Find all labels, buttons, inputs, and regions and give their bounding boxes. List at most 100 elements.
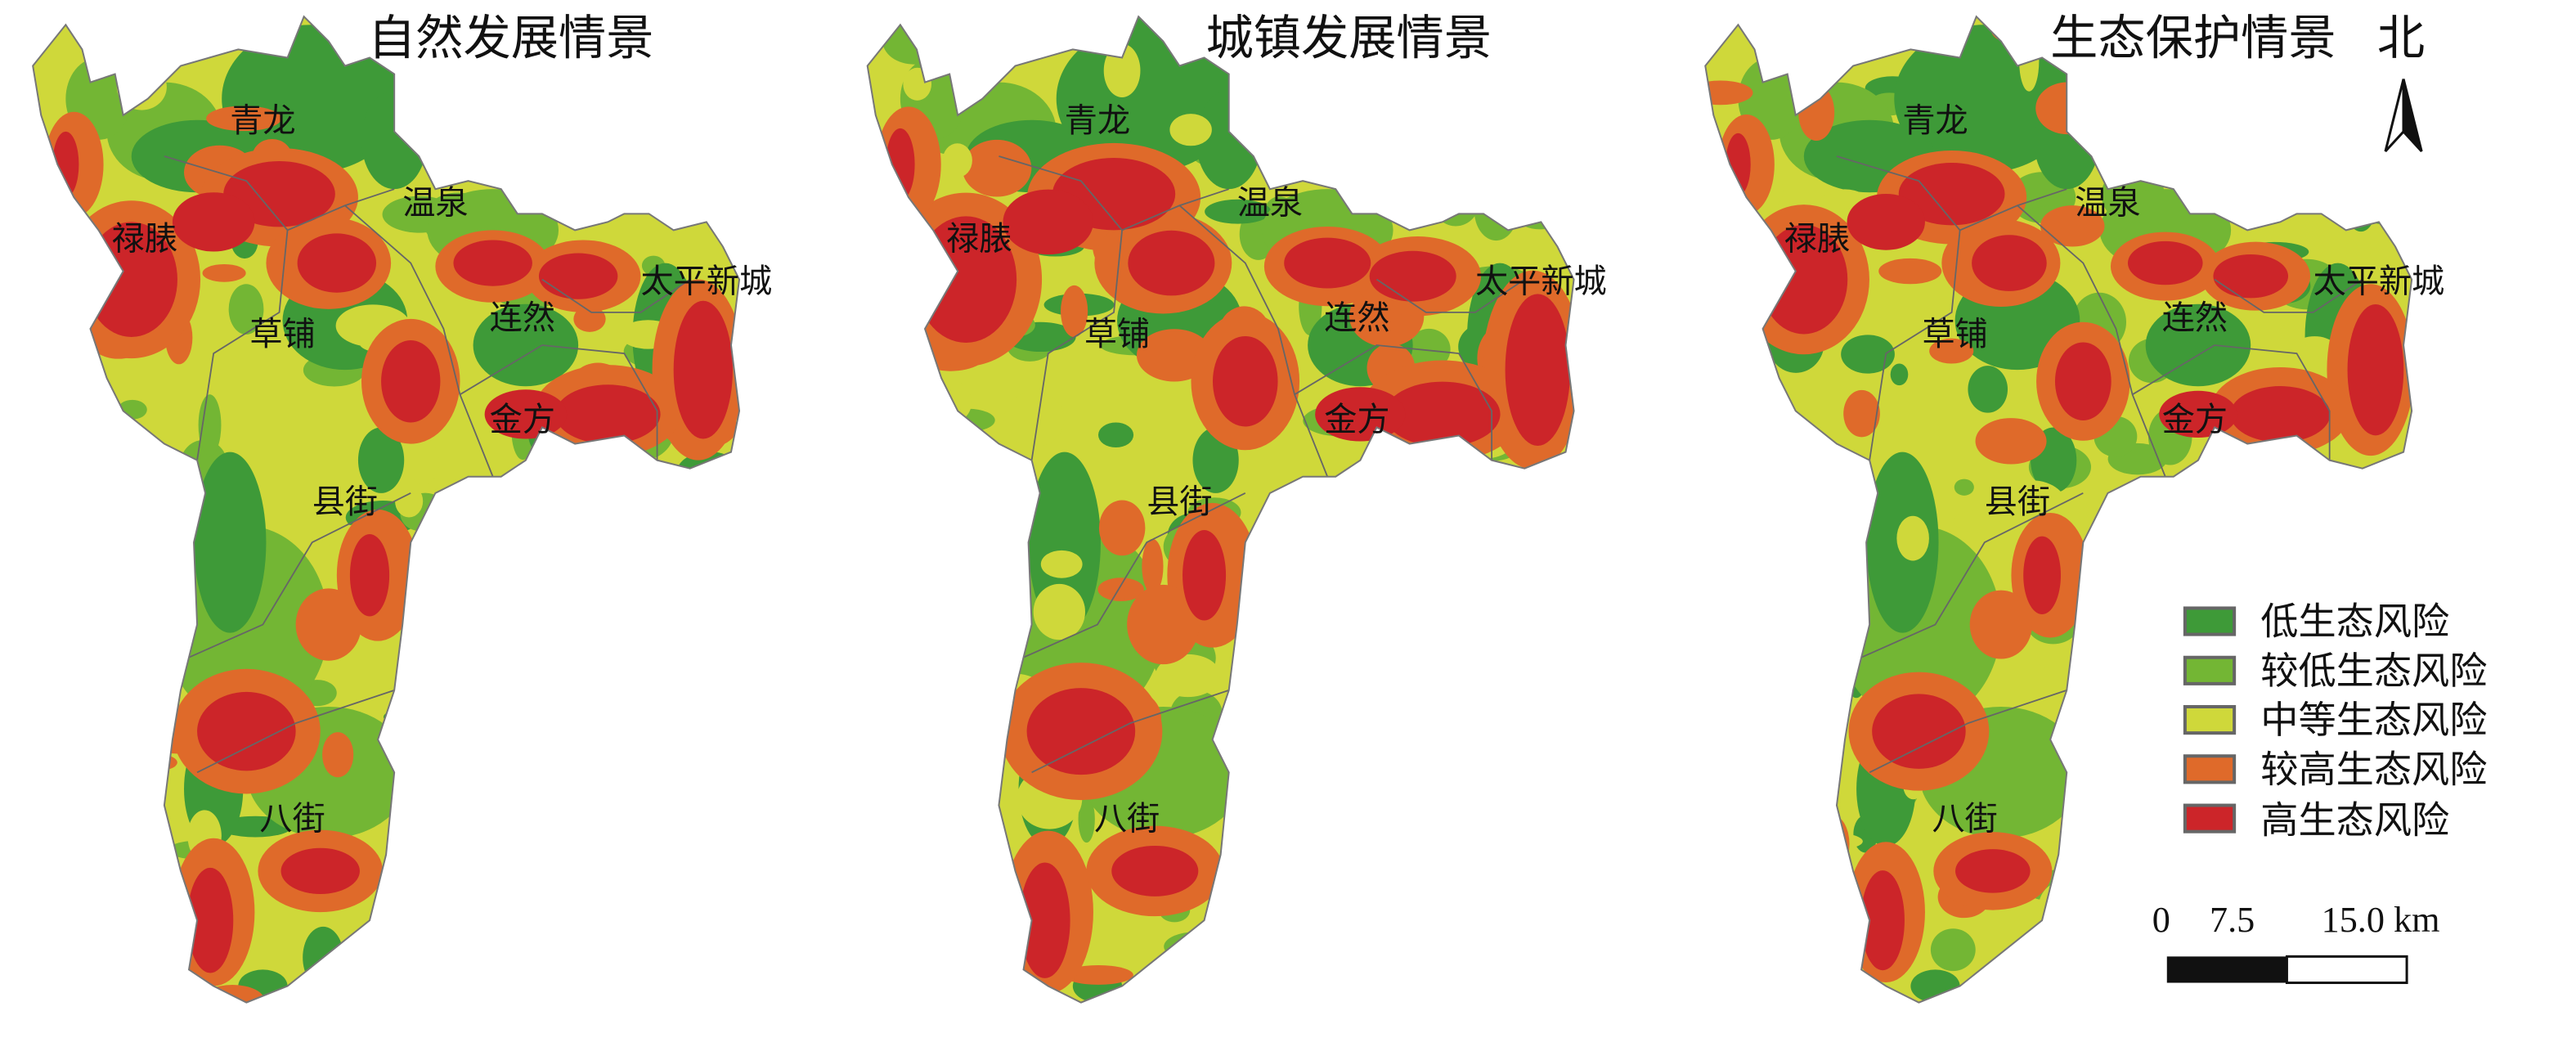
risk-patch xyxy=(383,708,432,726)
risk-patch xyxy=(1460,627,1508,676)
risk-patch xyxy=(1078,795,1095,843)
risk-patch xyxy=(1384,381,1501,447)
risk-patch xyxy=(484,389,568,439)
risk-patch xyxy=(2319,144,2368,163)
town-label: 太平新城 xyxy=(1475,263,1607,301)
risk-patch xyxy=(1339,840,1378,863)
town-label: 县街 xyxy=(1147,483,1212,521)
risk-patch xyxy=(1972,235,2047,291)
risk-patch xyxy=(1539,729,1574,778)
risk-patch xyxy=(1705,80,1753,106)
risk-patch xyxy=(339,938,398,964)
risk-patch xyxy=(867,622,932,653)
risk-patch xyxy=(1128,230,1215,296)
town-label: 县街 xyxy=(312,483,378,521)
risk-patch xyxy=(1730,935,1775,977)
risk-patch xyxy=(532,850,599,877)
risk-patch xyxy=(1705,947,1749,1003)
risk-patch xyxy=(1266,124,1317,146)
risk-patch xyxy=(1551,497,1568,518)
risk-patch xyxy=(573,520,622,579)
risk-patch xyxy=(81,606,125,646)
risk-patch xyxy=(917,244,934,285)
risk-patch xyxy=(75,584,115,647)
risk-patch xyxy=(1847,194,1925,250)
risk-patch xyxy=(1380,595,1457,661)
risk-patch xyxy=(1019,862,1070,978)
risk-patch xyxy=(1969,590,2033,659)
township-boundary xyxy=(344,204,494,478)
risk-patch xyxy=(474,551,496,590)
risk-patch xyxy=(1309,532,1381,573)
risk-patch xyxy=(550,947,575,979)
risk-patch xyxy=(1806,907,1850,937)
risk-patch xyxy=(1443,110,1470,133)
township-boundary xyxy=(1869,230,1961,461)
risk-patch xyxy=(197,691,296,771)
risk-patch xyxy=(526,611,552,638)
risk-patch xyxy=(1155,654,1221,698)
risk-patch xyxy=(2321,65,2372,86)
risk-patch xyxy=(2267,158,2291,214)
risk-patch xyxy=(1744,681,1783,722)
town-label: 太平新城 xyxy=(640,263,772,301)
risk-patch xyxy=(1872,694,1966,769)
risk-patch xyxy=(198,394,222,456)
risk-patch xyxy=(1431,173,1480,227)
risk-patch xyxy=(2195,103,2239,142)
risk-patch xyxy=(698,864,716,910)
risk-patch xyxy=(2053,958,2085,986)
risk-patch xyxy=(202,263,246,282)
risk-patch xyxy=(420,101,442,161)
risk-patch xyxy=(2159,390,2237,438)
risk-patch xyxy=(1525,865,1560,886)
scale-tick-0: 0 xyxy=(2152,900,2170,940)
risk-patch xyxy=(2145,303,2251,387)
panel-title-natural: 自然发展情景 xyxy=(368,10,654,65)
risk-patch xyxy=(1127,584,1200,665)
risk-patch xyxy=(1762,909,1781,959)
risk-patch xyxy=(2023,536,2061,614)
risk-patch xyxy=(1955,849,2031,893)
risk-patch xyxy=(680,767,711,807)
legend-label: 高生态风险 xyxy=(2260,798,2449,843)
risk-patch xyxy=(1098,500,1146,556)
risk-patch xyxy=(2184,140,2213,176)
risk-patch xyxy=(515,775,581,816)
risk-patch xyxy=(33,308,62,328)
risk-patch xyxy=(1369,250,1456,302)
risk-patch xyxy=(1183,530,1227,621)
north-label: 北 xyxy=(2377,10,2425,65)
risk-patch xyxy=(381,340,441,423)
risk-patch xyxy=(572,735,617,775)
risk-patch xyxy=(1460,807,1488,871)
risk-patch xyxy=(1407,328,1451,371)
risk-patch xyxy=(1474,179,1519,241)
risk-patch xyxy=(1465,897,1537,946)
risk-patch xyxy=(1033,583,1085,640)
risk-patch xyxy=(200,985,265,1003)
legend-label: 低生态风险 xyxy=(2260,600,2449,644)
risk-patch xyxy=(1802,620,1854,677)
risk-patch xyxy=(2126,618,2174,638)
risk-patch xyxy=(2054,342,2112,420)
risk-patch xyxy=(1103,43,1141,98)
risk-patch xyxy=(867,260,918,303)
risk-patch xyxy=(1930,928,1976,972)
risk-patch xyxy=(675,870,698,892)
town-label: 禄脿 xyxy=(946,221,1012,258)
scale-bar-white xyxy=(2285,955,2408,985)
risk-patch xyxy=(1896,515,1929,561)
risk-patch xyxy=(1910,969,1960,1003)
risk-patch xyxy=(645,965,702,984)
risk-patch xyxy=(435,564,482,591)
legend-item-low: 低生态风险 xyxy=(2183,600,2449,644)
risk-patch xyxy=(2143,488,2161,519)
risk-patch xyxy=(33,409,62,430)
risk-patch xyxy=(187,867,234,973)
risk-patch xyxy=(1843,389,1880,438)
risk-patch xyxy=(964,694,1015,728)
legend-label: 较高生态风险 xyxy=(2260,747,2487,791)
risk-patch xyxy=(1975,418,2047,465)
